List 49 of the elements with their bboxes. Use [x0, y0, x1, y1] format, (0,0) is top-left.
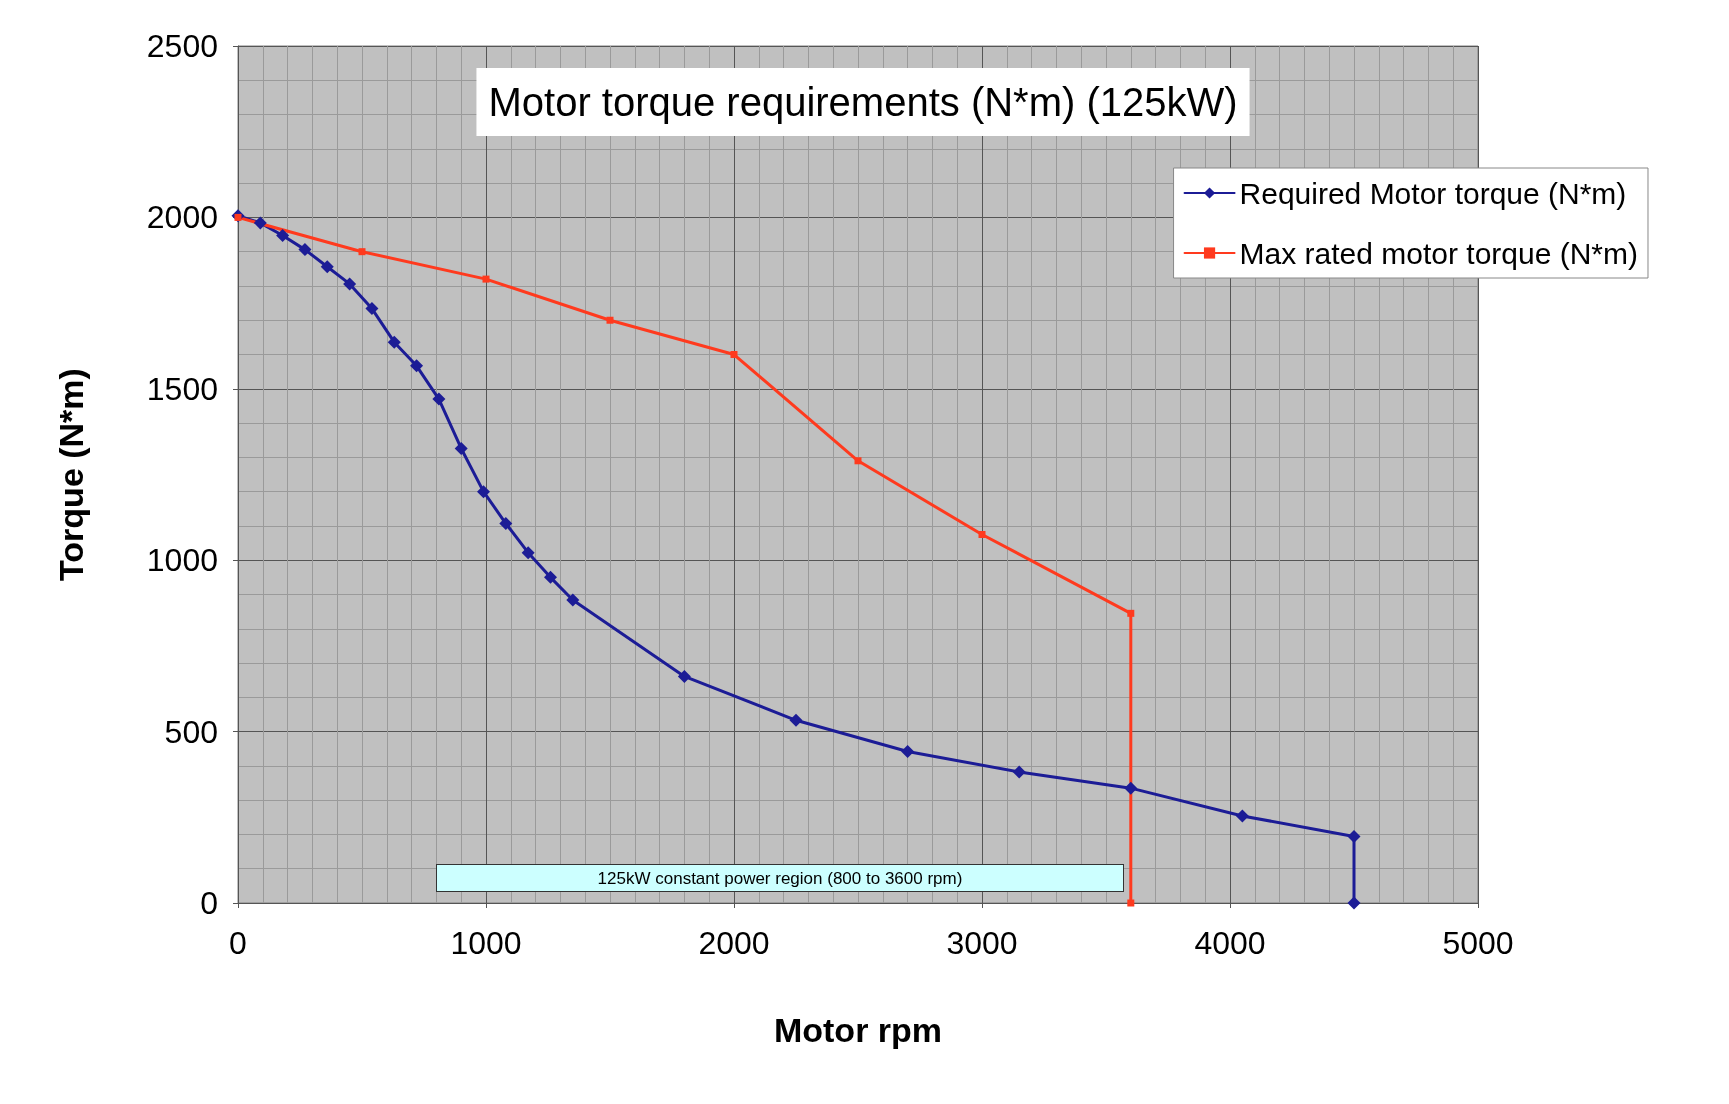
- y-tick-label: 0: [200, 885, 218, 921]
- point: [365, 302, 379, 316]
- x-tick-label: 4000: [1194, 925, 1266, 961]
- x-tick-label: 1000: [450, 925, 522, 961]
- point: [1127, 899, 1135, 907]
- point: [343, 277, 357, 291]
- point: [499, 517, 513, 531]
- point: [432, 392, 446, 406]
- y-tick-label: 2000: [146, 199, 218, 236]
- y-tick-label: 2500: [146, 28, 218, 64]
- point: [543, 570, 557, 584]
- label-box: 125kW constant power region (800 to 3600 rpm): [436, 864, 1124, 892]
- y-axis-title: Torque (N*m): [52, 368, 90, 581]
- x-tick-label: 5000: [1442, 925, 1514, 961]
- y-tick-label: 1500: [146, 370, 218, 407]
- point: [730, 351, 738, 359]
- point: [477, 485, 491, 499]
- point: [521, 546, 535, 560]
- point: [1127, 609, 1135, 617]
- point: [606, 316, 614, 324]
- point: [387, 335, 401, 349]
- x-tick-label: 0: [229, 925, 247, 961]
- point: [677, 669, 691, 683]
- point: [358, 248, 366, 256]
- y-tick-label: 500: [164, 713, 218, 750]
- point: [482, 275, 490, 283]
- x-axis-title: Motor rpm: [773, 1011, 943, 1049]
- point: [298, 243, 312, 257]
- point: [1124, 781, 1138, 795]
- point: [1012, 765, 1026, 779]
- text: Motor torque requirements (N*m) (125kW): [488, 80, 1238, 124]
- point: [1347, 896, 1361, 910]
- x-tick-label: 2000: [698, 925, 770, 961]
- point: [789, 713, 803, 727]
- point: [276, 229, 290, 243]
- point: [566, 593, 580, 607]
- x-tick-label: 3000: [946, 925, 1018, 961]
- point: [1235, 809, 1249, 823]
- point: [454, 441, 468, 455]
- point: [978, 530, 986, 538]
- point: [901, 744, 915, 758]
- point: [320, 260, 334, 274]
- point: [253, 216, 267, 230]
- point: [1347, 830, 1361, 843]
- point: [854, 457, 862, 465]
- point: [410, 359, 424, 373]
- legend-label: Max rated motor torque (N*m): [1239, 236, 1638, 270]
- legend-label: Required Motor torque (N*m): [1239, 176, 1627, 210]
- y-tick-label: 1000: [146, 542, 218, 579]
